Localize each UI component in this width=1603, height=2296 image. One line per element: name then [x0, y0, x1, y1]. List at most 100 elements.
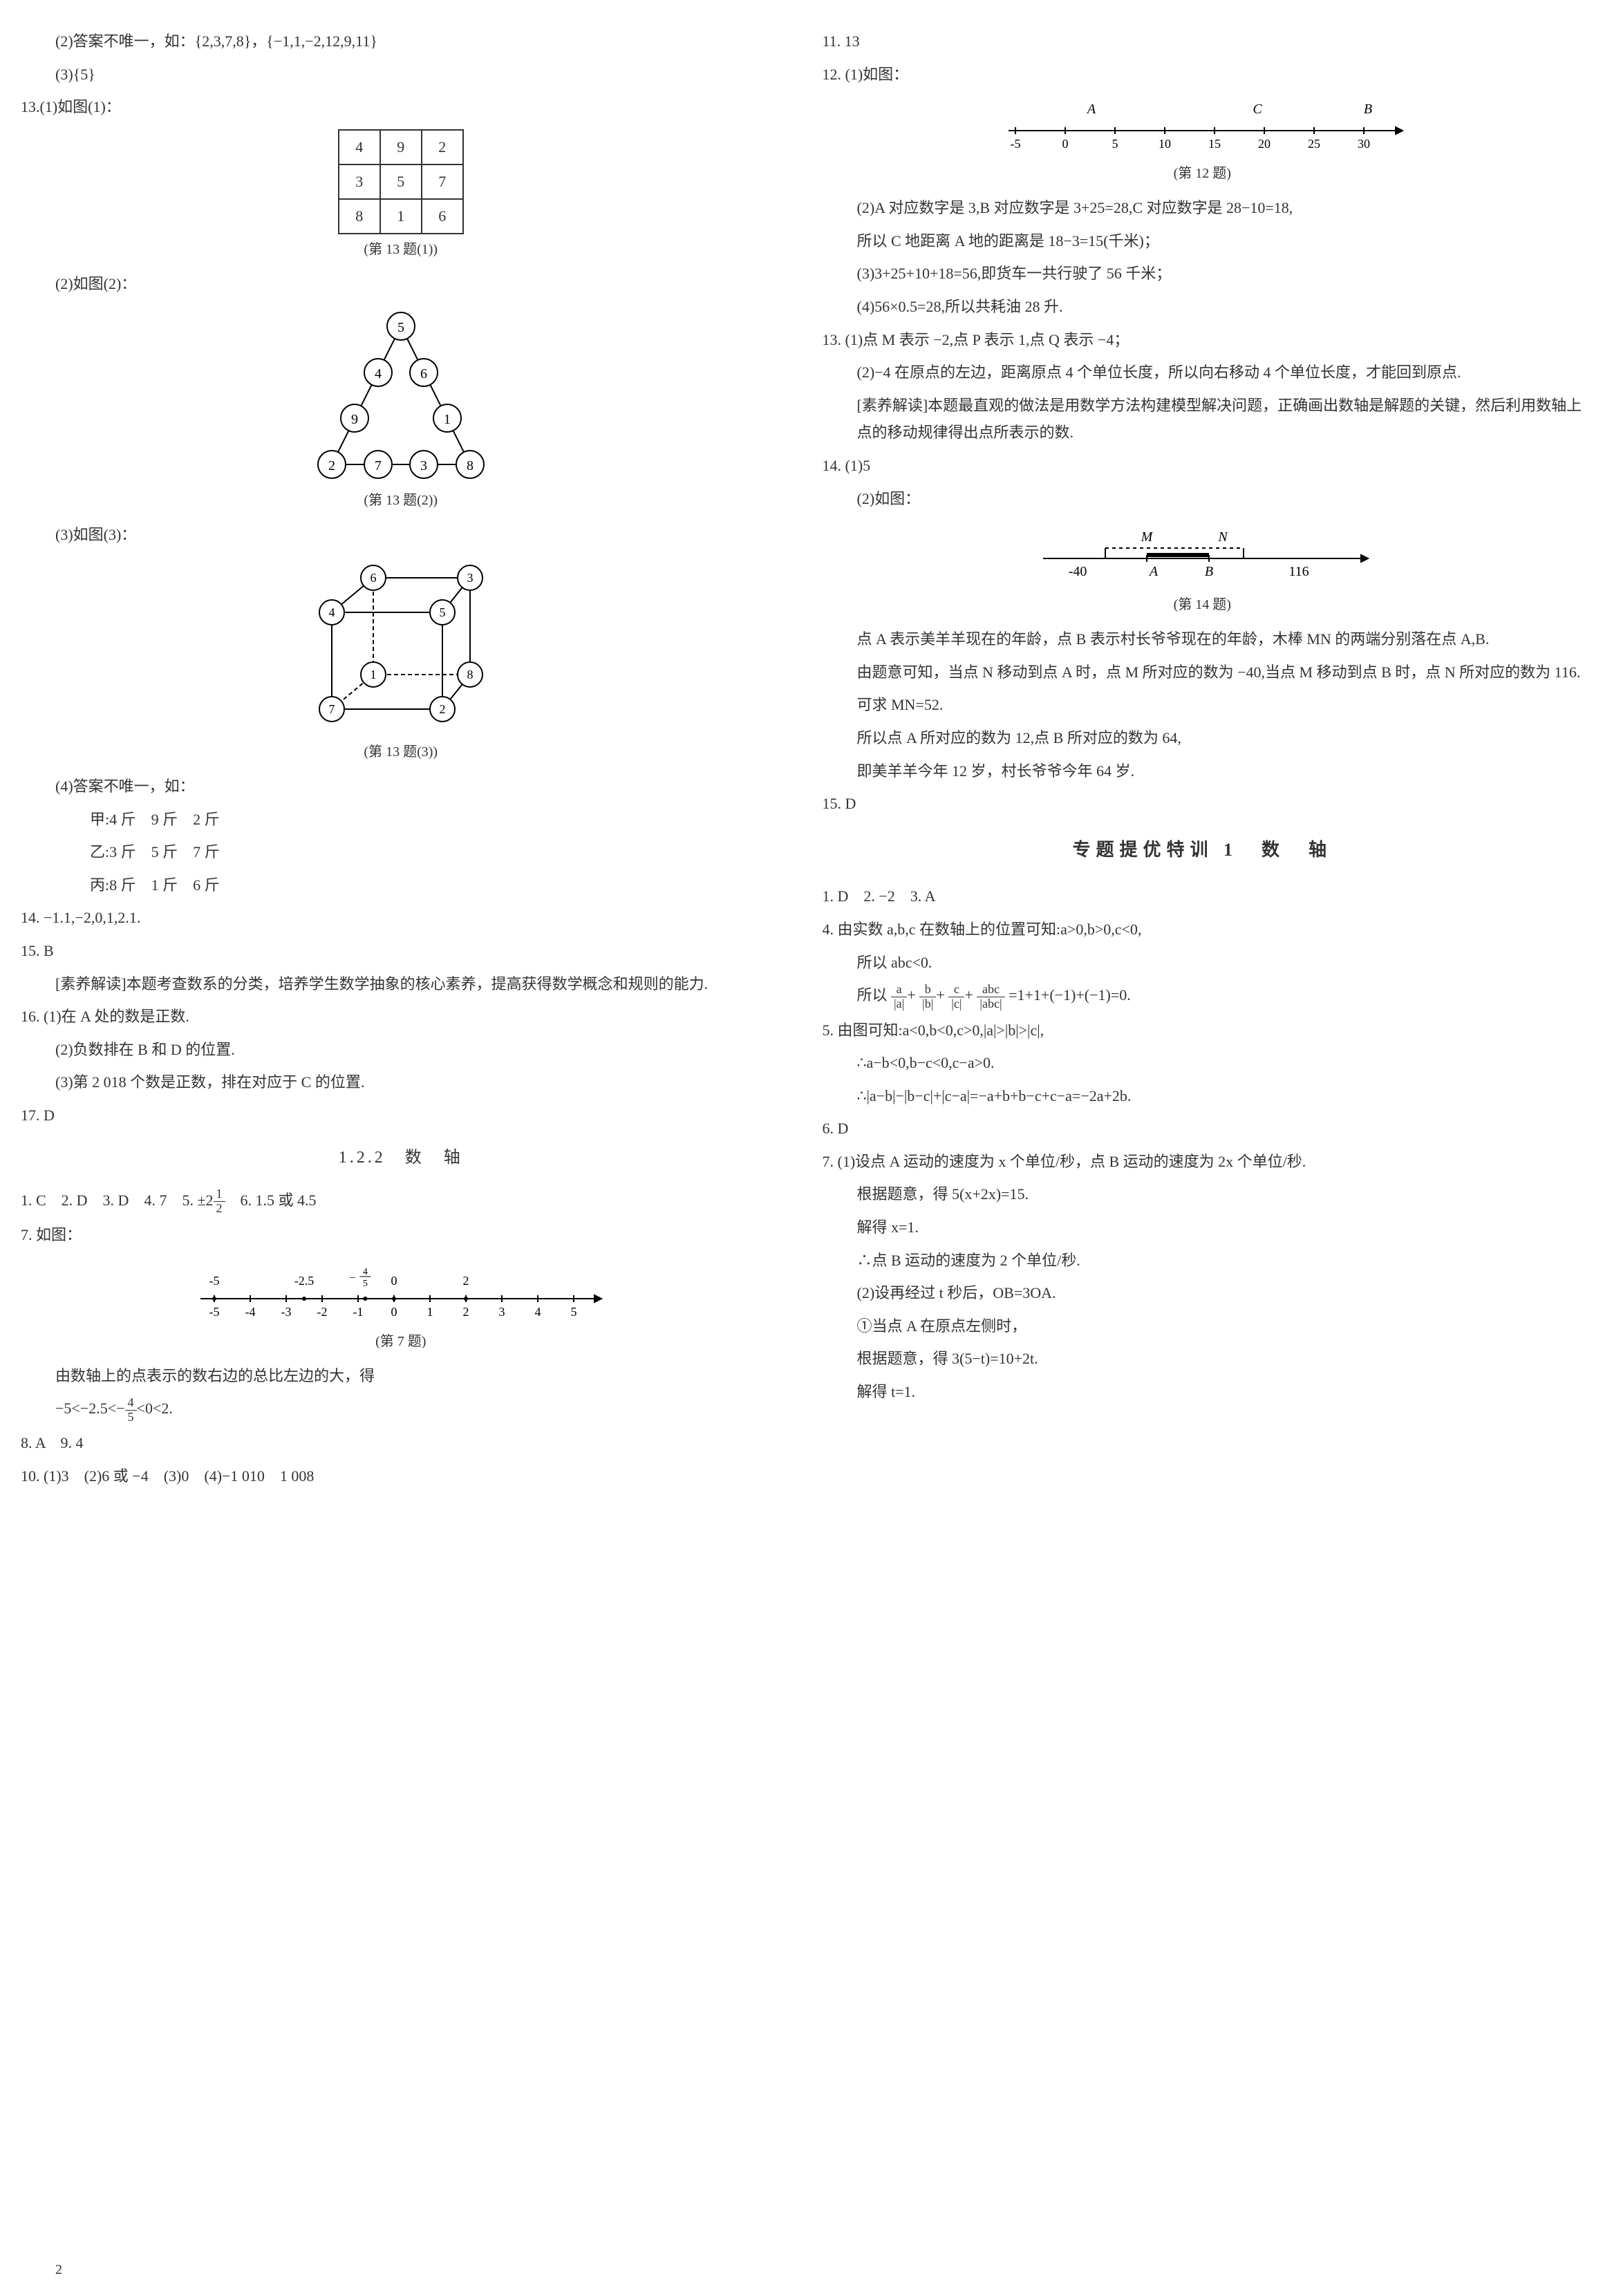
svg-text:1: 1 — [426, 1305, 433, 1319]
sp-q5b: ∴a−b<0,b−c<0,c−a>0. — [823, 1049, 1583, 1077]
q13-2r: (2)−4 在原点的左边，距离原点 4 个单位长度，所以向右移动 4 个单位长度… — [823, 359, 1583, 386]
q13-4c: 丙:8 斤 1 斤 6 斤 — [21, 872, 781, 899]
svg-text:-3: -3 — [281, 1305, 291, 1319]
svg-text:10: 10 — [1159, 137, 1171, 151]
figure-13-2-caption: (第 13 题(2)) — [364, 488, 438, 513]
svg-text:30: 30 — [1358, 137, 1370, 151]
figure-13-1-table: 492 357 816 (第 13 题(1)) — [21, 129, 781, 262]
q14: 14. −1.1,−2,0,1,2.1. — [21, 904, 781, 932]
q13-4b: 乙:3 斤 5 斤 7 斤 — [21, 838, 781, 866]
triangle-diagram: 5 4 6 9 1 2 7 3 8 — [311, 305, 491, 485]
svg-text:3: 3 — [420, 458, 427, 473]
fraction-half: 12 — [214, 1187, 225, 1216]
svg-text:−: − — [349, 1272, 355, 1284]
q14-t3: 可求 MN=52. — [823, 691, 1583, 719]
sp-q7d: ∴点 B 运动的速度为 2 个单位/秒. — [823, 1247, 1583, 1274]
svg-text:8: 8 — [467, 668, 473, 681]
svg-text:5: 5 — [439, 605, 445, 619]
svg-text:5: 5 — [363, 1279, 368, 1289]
q16-3: (3)第 2 018 个数是正数，排在对应于 C 的位置. — [21, 1069, 781, 1096]
q12-4: (4)56×0.5=28,所以共耗油 28 升. — [823, 293, 1583, 321]
frac-b: b|b| — [919, 983, 936, 1011]
q14-1r: 14. (1)5 — [823, 452, 1583, 480]
figure-13-2-triangle: 5 4 6 9 1 2 7 3 8 (第 13 题(2)) — [21, 305, 781, 513]
svg-text:3: 3 — [498, 1305, 505, 1319]
sp-q7-2d: 解得 t=1. — [823, 1378, 1583, 1406]
q12-part3: (3){5} — [21, 61, 781, 88]
q8-9: 8. A 9. 4 — [21, 1429, 781, 1457]
svg-text:0: 0 — [1062, 137, 1069, 151]
q15r: 15. D — [823, 790, 1583, 818]
svg-text:-2: -2 — [317, 1305, 327, 1319]
q15: 15. B — [21, 937, 781, 965]
svg-text:3: 3 — [467, 571, 473, 585]
q15-note: [素养解读]本题考查数系的分类，培养学生数学抽象的核心素养，提高获得数学概念和规… — [21, 970, 781, 998]
sp-q7-2: (2)设再经过 t 秒后，OB=3OA. — [823, 1279, 1583, 1307]
svg-text:A: A — [1148, 564, 1159, 579]
sp-q7c: 解得 x=1. — [823, 1214, 1583, 1241]
svg-text:-1: -1 — [353, 1305, 363, 1319]
figure-13-3-cube: 6 3 4 5 1 8 7 2 (第 13 题(3)) — [21, 557, 781, 764]
q12-3: (3)3+25+10+18=56,即货车一共行驶了 56 千米； — [823, 260, 1583, 288]
q13-1r: 13. (1)点 M 表示 −2,点 P 表示 1,点 Q 表示 −4； — [823, 326, 1583, 354]
frac-a: a|a| — [891, 983, 907, 1011]
svg-text:N: N — [1218, 529, 1229, 545]
svg-text:B: B — [1205, 564, 1213, 579]
svg-text:5: 5 — [1112, 137, 1118, 151]
frac-c: c|c| — [948, 983, 964, 1011]
figure-14-numberline: M N -40 A B 116 (第 14 题) — [823, 520, 1583, 617]
sp-q7-2c: 根据题意，得 3(5−t)=10+2t. — [823, 1345, 1583, 1373]
figure-14-caption: (第 14 题) — [1174, 592, 1231, 617]
q13-note: [素养解读]本题最直观的做法是用数学方法构建模型解决问题，正确画出数轴是解题的关… — [823, 392, 1583, 446]
sp-q5: 5. 由图可知:a<0,b<0,c>0,|a|>|b|>|c|, — [823, 1017, 1583, 1044]
sp-q4c: 所以 a|a|+ b|b|+ c|c|+ abc|abc| =1+1+(−1)+… — [823, 981, 1583, 1010]
svg-text:7: 7 — [328, 702, 335, 716]
numberline-14: M N -40 A B 116 — [1022, 520, 1382, 590]
svg-text:116: 116 — [1289, 564, 1309, 579]
sp-q7b: 根据题意，得 5(x+2x)=15. — [823, 1180, 1583, 1208]
svg-text:M: M — [1141, 529, 1154, 545]
figure-7-numberline: -5-4-3-2-1012345-5-2.50245− (第 7 题) — [21, 1257, 781, 1354]
page-number: 2 — [55, 2257, 62, 2282]
sp-q7-2b: ①当点 A 在原点左侧时， — [823, 1312, 1583, 1340]
svg-text:4: 4 — [328, 605, 335, 619]
q12-intro: 12. (1)如图： — [823, 61, 1583, 88]
svg-text:-5: -5 — [1011, 137, 1021, 151]
q12-part2: (2)答案不唯一，如：{2,3,7,8}，{−1,1,−2,12,9,11} — [21, 28, 781, 55]
q14-t5: 即美羊羊今年 12 岁，村长爷爷今年 64 岁. — [823, 758, 1583, 785]
svg-text:15: 15 — [1208, 137, 1221, 151]
q13-part4: (4)答案不唯一，如： — [21, 773, 781, 800]
fraction-45: 45 — [125, 1396, 137, 1424]
q17: 17. D — [21, 1102, 781, 1129]
svg-text:7: 7 — [375, 458, 382, 473]
svg-text:-5: -5 — [209, 1274, 219, 1288]
q7-text: 由数轴上的点表示的数右边的总比左边的大，得 — [21, 1362, 781, 1390]
figure-13-3-caption: (第 13 题(3)) — [364, 740, 438, 764]
svg-text:C: C — [1253, 102, 1263, 117]
special-training-title: 专题提优特训 1 数 轴 — [823, 834, 1583, 867]
section-122-title: 1.2.2 数 轴 — [21, 1143, 781, 1173]
q7-intro: 7. 如图： — [21, 1221, 781, 1249]
svg-text:5: 5 — [570, 1305, 576, 1319]
svg-text:5: 5 — [397, 320, 404, 335]
figure-12-numberline: -5051015202530 A C B (第 12 题) — [823, 96, 1583, 186]
q13-4a: 甲:4 斤 9 斤 2 斤 — [21, 806, 781, 834]
sp-q5c: ∴|a−b|−|b−c|+|c−a|=−a+b+b−c+c−a=−2a+2b. — [823, 1082, 1583, 1110]
q13-intro: 13.(1)如图(1)： — [21, 93, 781, 121]
q14-t1: 点 A 表示美羊羊现在的年龄，点 B 表示村长爷爷现在的年龄，木棒 MN 的两端… — [823, 625, 1583, 653]
magic-square-table: 492 357 816 — [338, 129, 464, 234]
q12-2b: 所以 C 地距离 A 地的距离是 18−3=15(千米)； — [823, 227, 1583, 255]
svg-text:6: 6 — [420, 366, 427, 382]
svg-text:-40: -40 — [1069, 564, 1087, 579]
svg-text:-4: -4 — [245, 1305, 255, 1319]
svg-text:4: 4 — [534, 1305, 541, 1319]
q11: 11. 13 — [823, 28, 1583, 55]
sp-q4b: 所以 abc<0. — [823, 949, 1583, 977]
svg-text:6: 6 — [370, 571, 376, 585]
sp-q1-3: 1. D 2. −2 3. A — [823, 883, 1583, 910]
svg-text:1: 1 — [370, 668, 376, 681]
figure-13-1-caption: (第 13 题(1)) — [364, 237, 438, 262]
q7-result: −5<−2.5<−45<0<2. — [21, 1395, 781, 1424]
svg-text:2: 2 — [462, 1305, 469, 1319]
q13-part2: (2)如图(2)： — [21, 270, 781, 298]
